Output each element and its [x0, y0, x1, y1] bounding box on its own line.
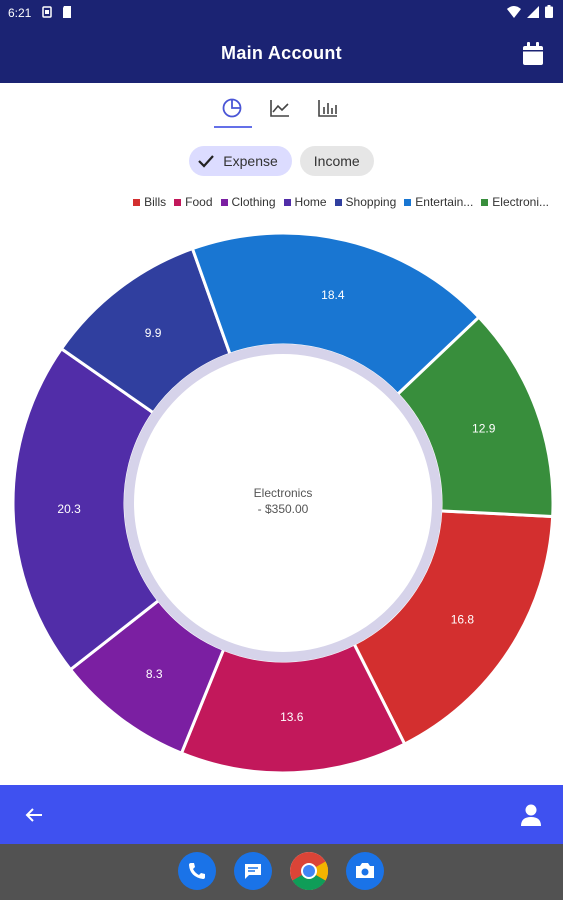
- slice-value-label: 12.9: [472, 422, 496, 436]
- slice-value-label: 13.6: [280, 710, 304, 724]
- legend-item: Home: [283, 195, 327, 209]
- camera-icon: [356, 863, 374, 878]
- tab-bar-chart[interactable]: [308, 90, 348, 126]
- pie-chart-icon: [222, 98, 242, 118]
- system-nav-bar: [0, 844, 563, 900]
- chrome-icon: [290, 852, 328, 890]
- slice-value-label: 16.8: [451, 613, 475, 627]
- page-title: Main Account: [221, 43, 342, 63]
- legend-item: Entertain...: [404, 195, 473, 209]
- legend-swatch: [133, 198, 141, 206]
- chrome-app-icon[interactable]: [290, 852, 328, 890]
- sd-card-icon: [63, 6, 71, 18]
- signal-icon: [527, 5, 539, 18]
- line-chart-icon: [270, 100, 289, 117]
- legend-swatch: [334, 198, 342, 206]
- income-chip[interactable]: Income: [299, 146, 374, 176]
- legend-swatch: [404, 198, 412, 206]
- camera-app-icon[interactable]: [346, 852, 384, 890]
- slice-value-label: 9.9: [145, 326, 162, 340]
- chart-type-tabs: [212, 90, 348, 128]
- slice-value-label: 18.4: [321, 288, 345, 302]
- legend-label: Food: [185, 195, 213, 209]
- legend-item: Electroni...: [481, 195, 549, 209]
- status-bar: 6:21: [0, 0, 563, 26]
- legend-item: Bills: [133, 195, 166, 209]
- slice-value-label: 8.3: [146, 667, 163, 681]
- legend-label: Clothing: [231, 195, 276, 209]
- expense-label: Expense: [223, 153, 278, 169]
- legend-item: Food: [174, 195, 213, 209]
- status-time: 6:21: [8, 6, 32, 20]
- back-arrow-icon[interactable]: [22, 803, 46, 827]
- notification-icon: [42, 6, 52, 18]
- wifi-icon: [507, 5, 521, 18]
- legend-swatch: [283, 198, 291, 206]
- battery-icon: [545, 5, 553, 18]
- legend-label: Entertain...: [415, 195, 474, 209]
- messages-app-icon[interactable]: [234, 852, 272, 890]
- app-bar: Main Account: [0, 26, 563, 83]
- legend-item: Clothing: [220, 195, 276, 209]
- legend-label: Electroni...: [492, 195, 549, 209]
- legend-item: Shopping: [334, 195, 397, 209]
- donut-chart: 16.8 13.6 8.3 20.3 9.9 18.4 12.9 Electronics - $…: [11, 231, 555, 775]
- income-label: Income: [313, 153, 360, 169]
- center-value: - $350.00: [258, 502, 309, 516]
- chart-legend: Bills Food Clothing Home Shopping Entertain..…: [133, 195, 549, 209]
- profile-icon[interactable]: [517, 801, 545, 829]
- phone-icon: [189, 863, 205, 879]
- calendar-icon[interactable]: [519, 40, 547, 68]
- tab-line-chart[interactable]: [260, 90, 300, 126]
- legend-label: Shopping: [345, 195, 397, 209]
- bar-chart-icon: [318, 100, 337, 117]
- expense-chip[interactable]: Expense: [189, 146, 292, 176]
- legend-swatch: [481, 198, 489, 206]
- center-label: Electronics: [254, 486, 313, 500]
- bottom-bar: [0, 785, 563, 844]
- app-dock: [178, 852, 384, 890]
- legend-swatch: [220, 198, 228, 206]
- slice-value-label: 20.3: [57, 502, 81, 516]
- legend-label: Home: [294, 195, 327, 209]
- legend-label: Bills: [144, 195, 167, 209]
- legend-swatch: [174, 198, 182, 206]
- type-toggle: Expense Income: [0, 146, 563, 176]
- check-icon: [198, 155, 215, 168]
- phone-app-icon[interactable]: [178, 852, 216, 890]
- donut-inner-ring: [124, 344, 442, 662]
- message-icon: [245, 864, 261, 879]
- tab-pie-chart[interactable]: [212, 90, 252, 128]
